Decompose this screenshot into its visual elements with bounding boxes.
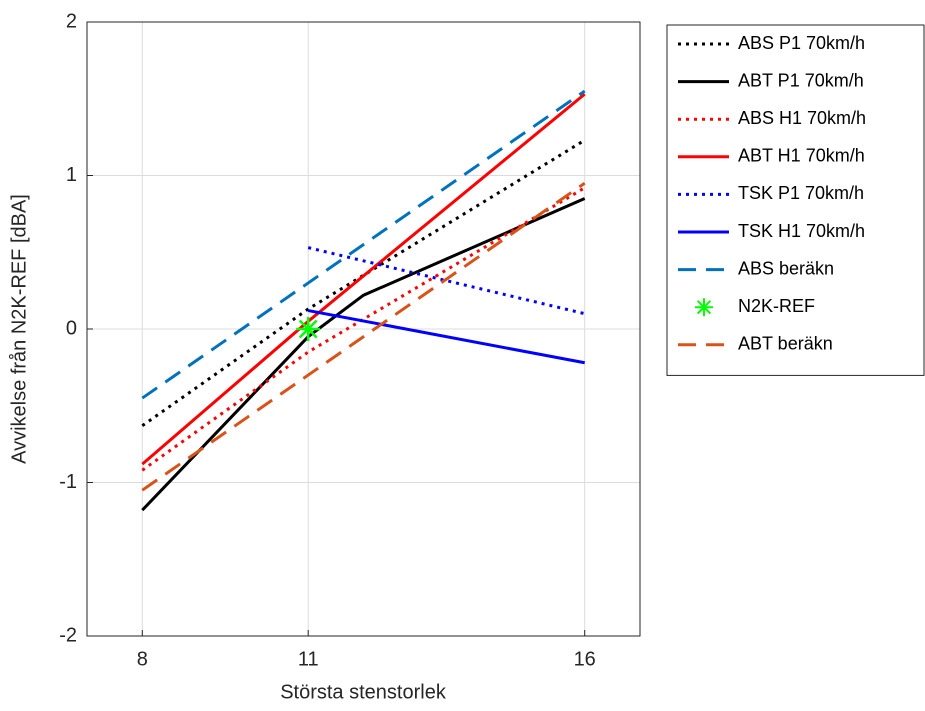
y-tick-label: 2 xyxy=(66,10,77,32)
legend-label: TSK P1 70km/h xyxy=(738,183,864,203)
marker xyxy=(296,317,321,341)
x-tick-label: 11 xyxy=(298,648,319,670)
series-line xyxy=(141,181,586,492)
y-axis-label: Avvikelse från N2K-REF [dBA] xyxy=(8,194,30,464)
legend-box xyxy=(666,24,925,376)
legend-swatch xyxy=(695,298,713,317)
y-tick-label: -1 xyxy=(59,471,77,493)
legend-label: N2K-REF xyxy=(738,296,815,316)
series-line xyxy=(141,186,586,472)
legend-label: ABS H1 70km/h xyxy=(738,108,866,128)
y-tick-label: -2 xyxy=(59,624,77,646)
legend-label: ABT H1 70km/h xyxy=(738,146,865,166)
series-line xyxy=(141,138,586,427)
y-tick-label: 1 xyxy=(66,164,77,186)
x-axis-label: Största stenstorlek xyxy=(280,681,447,703)
series-line xyxy=(141,89,586,400)
legend-label: ABT beräkn xyxy=(738,334,833,354)
x-tick-label: 8 xyxy=(137,648,148,670)
legend-label: ABT P1 70km/h xyxy=(738,70,864,90)
series-line xyxy=(307,309,585,365)
y-tick-label: 0 xyxy=(66,317,77,339)
x-tick-label: 16 xyxy=(574,648,596,670)
axes-box xyxy=(86,21,641,637)
legend: ABS P1 70km/h ABT P1 70km/h ABS H1 70km/h A… xyxy=(666,24,925,376)
legend-label: ABS P1 70km/h xyxy=(738,33,865,53)
legend-label: ABS beräkn xyxy=(738,258,834,278)
legend-label: TSK H1 70km/h xyxy=(738,221,865,241)
